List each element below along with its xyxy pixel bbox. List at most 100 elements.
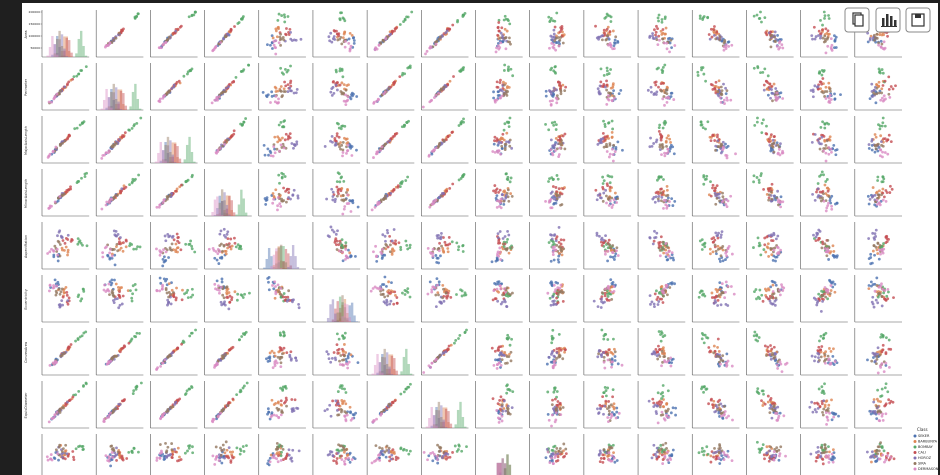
scatter-point — [722, 98, 726, 102]
scatter-point — [112, 143, 116, 146]
histogram-bar — [51, 54, 54, 57]
scatter-point — [549, 138, 553, 142]
scatter-point — [279, 143, 283, 147]
scatter-point — [214, 151, 218, 154]
scatter-point — [665, 258, 669, 262]
scatter-point — [335, 180, 339, 184]
scatter-point — [60, 354, 64, 357]
scatter-point — [496, 41, 500, 45]
scatter-point — [108, 251, 112, 255]
scatter-point — [881, 84, 885, 87]
scatter-point — [827, 81, 831, 85]
scatter-point — [290, 142, 294, 145]
scatter-point — [110, 254, 114, 258]
scatter-point — [822, 199, 826, 203]
scatter-point — [667, 250, 671, 254]
scatter-point — [548, 99, 552, 103]
scatter-point — [162, 255, 166, 259]
scatter-point — [442, 287, 445, 291]
scatter-point — [230, 134, 234, 138]
histogram-bar — [178, 158, 182, 163]
scatter-point — [888, 96, 892, 99]
scatter-point — [768, 186, 772, 190]
histogram-bar — [240, 189, 243, 216]
scatter-point — [341, 193, 345, 197]
histogram-bar — [159, 141, 162, 163]
scatter-point — [505, 120, 509, 124]
scatter-point — [430, 288, 434, 292]
scatter-point — [648, 236, 652, 240]
scatter-point — [354, 254, 357, 258]
scatter-point — [831, 244, 835, 248]
scatter-point — [819, 34, 823, 38]
scatter-point — [164, 250, 168, 254]
scatter-point — [668, 137, 672, 141]
scatter-point — [563, 89, 567, 93]
scatter-point — [56, 253, 60, 257]
scatter-point — [661, 65, 665, 69]
scatter-point — [47, 154, 51, 158]
scatter-point — [347, 41, 351, 45]
scatter-point — [770, 84, 774, 88]
scatter-point — [877, 43, 881, 47]
histogram-bar — [129, 106, 132, 110]
histogram-bar — [166, 145, 170, 163]
scatter-point — [344, 93, 348, 97]
scatter-point — [661, 143, 664, 146]
scatter-point — [339, 141, 342, 144]
subplot — [95, 63, 144, 111]
scatter-point — [826, 29, 830, 33]
scatter-point — [507, 125, 511, 129]
scatter-point — [218, 291, 221, 295]
scatter-point — [338, 249, 342, 253]
scatter-point — [651, 34, 655, 38]
pairplot — [41, 10, 902, 475]
scatter-point — [279, 120, 283, 124]
scatter-point — [437, 37, 441, 41]
scatter-point — [610, 196, 614, 200]
scatter-point — [879, 134, 883, 138]
scatter-point — [598, 92, 601, 96]
scatter-point — [713, 298, 717, 302]
histogram-bar — [60, 45, 64, 57]
scatter-point — [665, 206, 669, 210]
scatter-point — [503, 36, 507, 40]
histogram-bar — [60, 34, 64, 57]
scatter-point — [378, 286, 382, 290]
scatter-point — [877, 201, 881, 205]
scatter-point — [552, 89, 556, 93]
scatter-point — [167, 295, 171, 299]
histogram-bar — [176, 146, 179, 163]
scatter-point — [56, 259, 60, 263]
histogram-bar — [220, 215, 224, 216]
scatter-point — [555, 88, 558, 92]
scatter-point — [85, 244, 89, 248]
scatter-point — [459, 177, 463, 180]
scatter-point — [352, 39, 356, 42]
scatter-point — [648, 145, 652, 149]
scatter-point — [63, 351, 67, 355]
scatter-point — [727, 40, 731, 44]
scatter-point — [553, 233, 557, 237]
scatter-point — [212, 47, 216, 51]
subplot — [583, 116, 632, 164]
scatter-point — [700, 68, 703, 72]
scatter-point — [347, 83, 350, 87]
scatter-point — [718, 287, 722, 291]
scatter-point — [60, 299, 64, 303]
scatter-point — [64, 245, 68, 249]
scatter-point — [167, 35, 171, 39]
scatter-point — [286, 90, 290, 93]
scatter-point — [717, 86, 721, 90]
scatter-point — [656, 197, 660, 201]
scatter-point — [661, 146, 664, 150]
scatter-point — [162, 42, 166, 46]
scatter-point — [882, 195, 886, 199]
scatter-point — [832, 250, 836, 253]
scatter-point — [780, 43, 784, 47]
scatter-point — [887, 87, 891, 91]
scatter-point — [716, 294, 720, 298]
scatter-point — [664, 96, 668, 100]
scatter-point — [158, 203, 162, 207]
scatter-point — [172, 32, 175, 35]
